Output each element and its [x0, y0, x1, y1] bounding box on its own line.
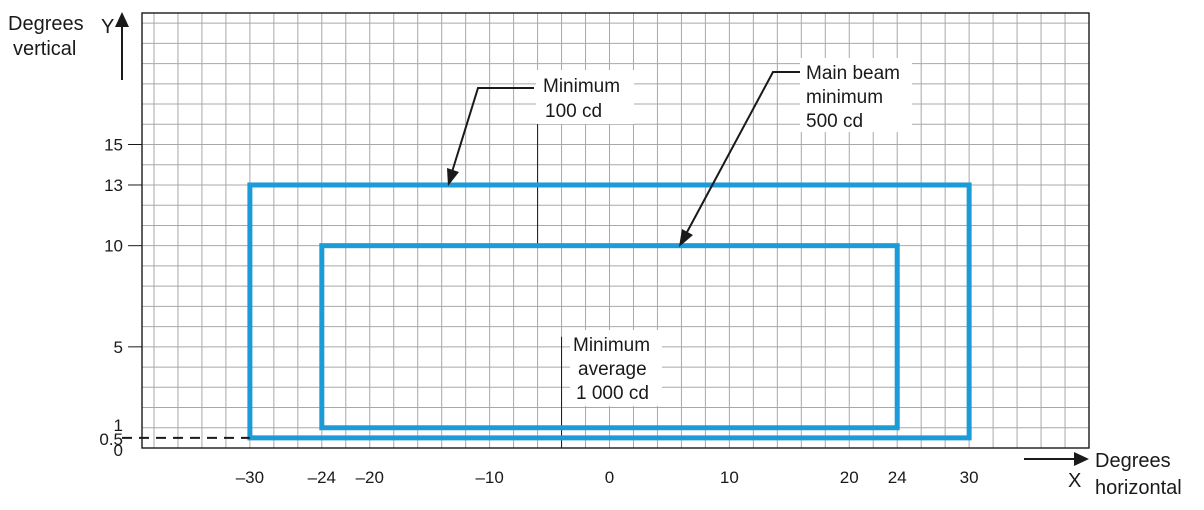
main-beam-leader-line [685, 71, 800, 235]
x-axis-arrowhead [1074, 452, 1089, 466]
x-tick-label: –30 [236, 468, 264, 487]
x-tick-label: 30 [960, 468, 979, 487]
y-tick-label: 15 [104, 136, 123, 155]
y-tick-label: 0.5 [99, 430, 123, 449]
x-tick-label: –20 [356, 468, 384, 487]
y-tick-label: 10 [104, 237, 123, 256]
y-axis-letter: Y [101, 16, 114, 38]
y-axis-title-line1: Degrees [8, 13, 84, 35]
main-beam-label-line1: Main beam [806, 63, 900, 84]
x-tick-label: 24 [888, 468, 907, 487]
y-tick-label: 13 [104, 176, 123, 195]
y-tick-label: 1 [114, 416, 123, 435]
avg-label-line1: Minimum [573, 335, 650, 356]
minimum-100cd-region [247, 182, 972, 441]
x-tick-label: –10 [475, 468, 503, 487]
x-tick-label: 20 [840, 468, 859, 487]
x-axis-title-line1: Degrees [1095, 450, 1171, 472]
main-beam-label-line3: 500 cd [806, 111, 863, 132]
avg-label-background [570, 330, 662, 406]
grid [142, 13, 1089, 448]
plot-frame [141, 12, 1090, 449]
main-beam-arrowhead [679, 229, 693, 247]
avg-label-line3: 1 000 cd [576, 383, 649, 404]
y-tick-label: 0 [114, 441, 123, 460]
x-axis-letter: X [1068, 470, 1081, 492]
main-beam-label-line2: minimum [806, 87, 883, 108]
min100-arrowhead [447, 168, 459, 186]
min100-label-line1: Minimum [543, 76, 620, 97]
x-axis-ticks: –30 –24 –20 –10 0 10 20 24 30 [236, 468, 979, 487]
min100-label-line2: 100 cd [545, 101, 602, 122]
y-axis-title-line2: vertical [13, 38, 76, 60]
x-tick-label: 0 [605, 468, 614, 487]
x-tick-label: –24 [308, 468, 336, 487]
main-beam-500cd-region [319, 243, 900, 431]
y-tick-label: 5 [114, 338, 123, 357]
avg-label-line2: average [578, 359, 647, 380]
y-axis-arrowhead [115, 12, 129, 27]
min100-leader-line [451, 87, 534, 173]
x-axis-title-line2: horizontal [1095, 477, 1182, 499]
main-beam-label-background [800, 58, 912, 132]
x-tick-label: 10 [720, 468, 739, 487]
min100-label-background [536, 70, 634, 124]
